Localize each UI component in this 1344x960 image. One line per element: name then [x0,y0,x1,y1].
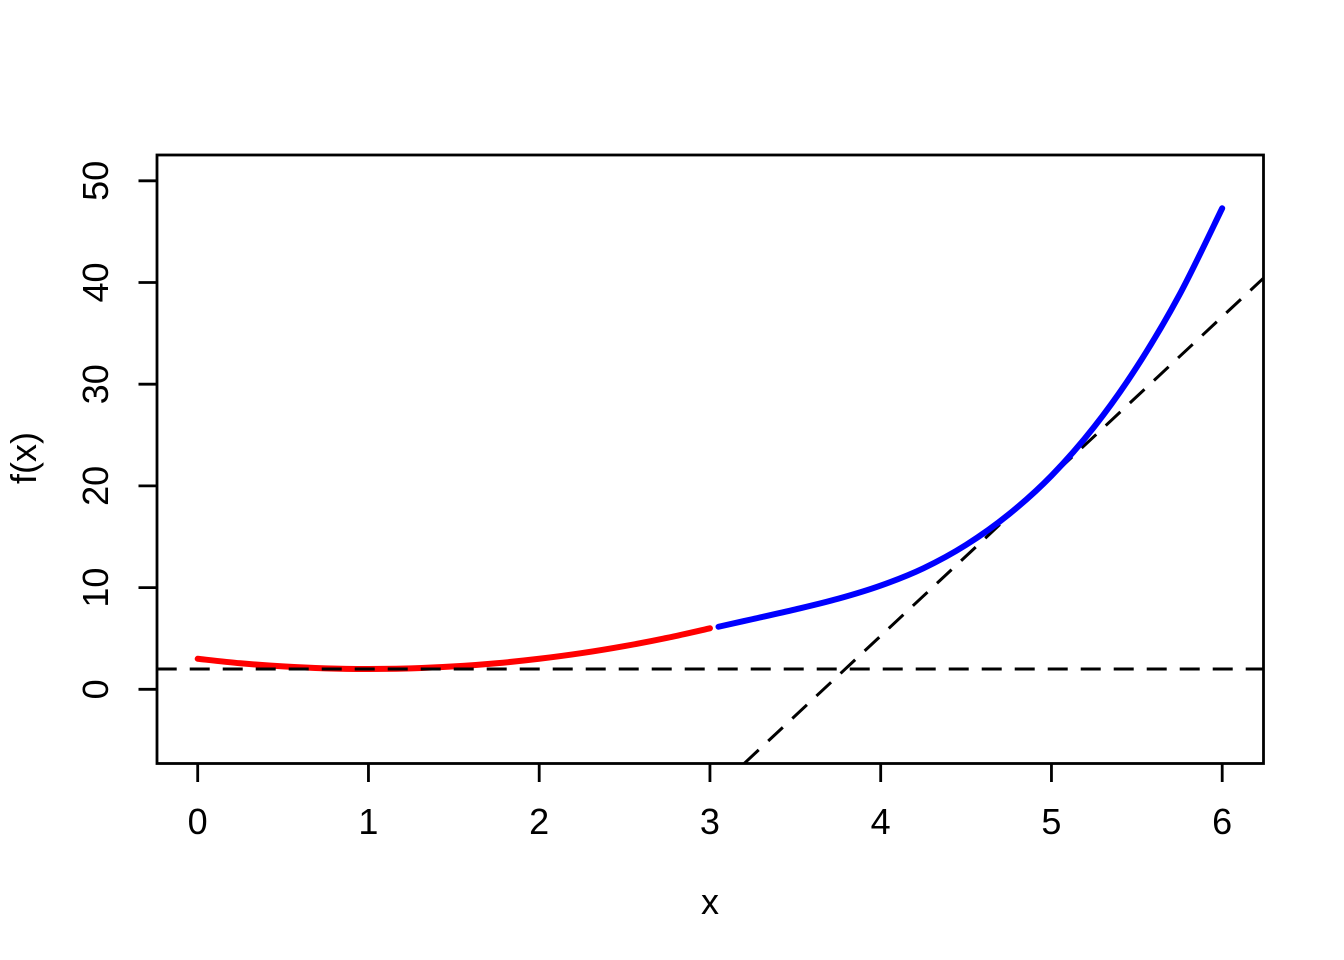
y-tick-label: 40 [75,262,116,302]
y-tick-label: 20 [75,466,116,506]
x-tick-label: 2 [529,801,549,842]
x-tick-label: 5 [1041,801,1061,842]
y-axis-title: f(x) [3,432,44,484]
oblique-tangent-dashed-line [743,277,1265,765]
y-tick-label: 50 [75,161,116,201]
y-tick-label: 0 [75,679,116,699]
y-axis-ticks: 0 10 20 30 40 50 [75,161,157,699]
x-tick-label: 3 [700,801,720,842]
x-tick-label: 1 [358,801,378,842]
x-axis-ticks: 0 1 2 3 4 5 6 [188,763,1232,842]
plot-box [155,153,1265,765]
convex-curve-left-red [194,625,713,672]
x-tick-label: 6 [1212,801,1232,842]
y-tick-label: 10 [75,568,116,608]
x-axis-title: x [701,881,719,922]
y-tick-label: 30 [75,364,116,404]
convex-curve-right-blue [715,205,1226,630]
x-tick-label: 4 [871,801,891,842]
x-tick-label: 0 [188,801,208,842]
plot-series-layer [156,205,1265,765]
